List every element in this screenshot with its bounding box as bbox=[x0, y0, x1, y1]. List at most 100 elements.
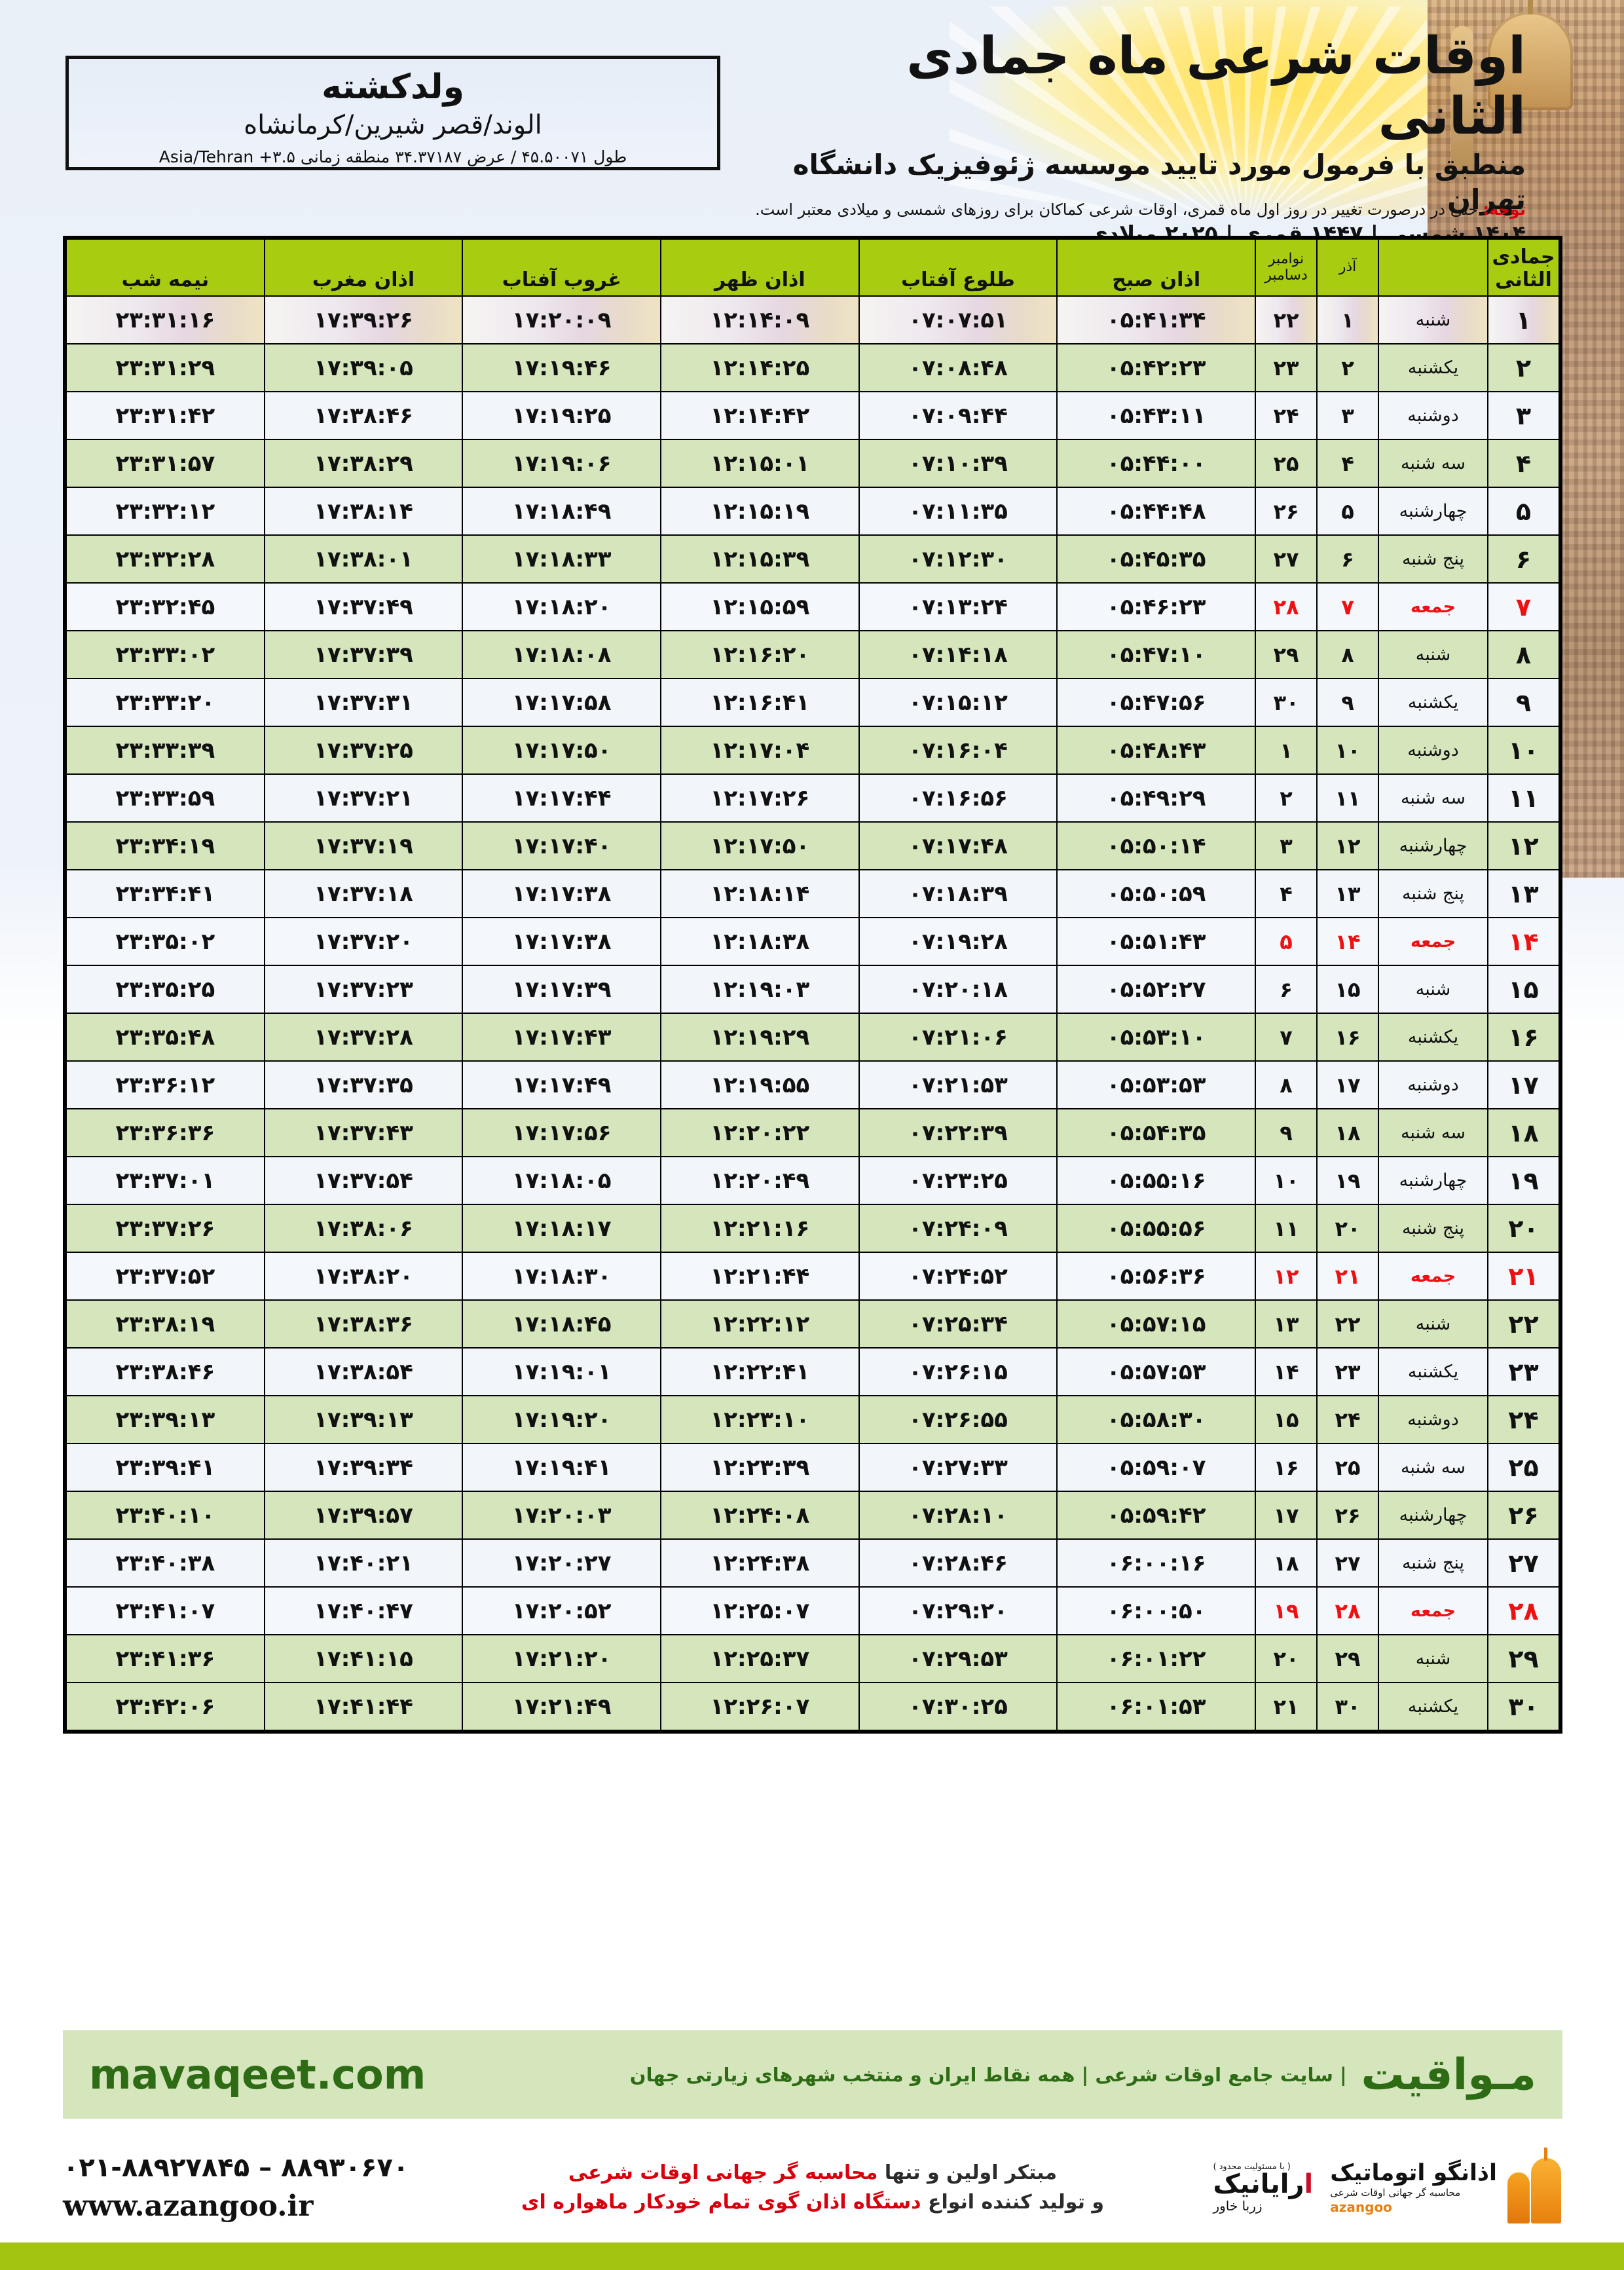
cell-day-number: ۲۲ bbox=[1487, 1299, 1560, 1349]
cell-sunset-time: ۱۷:۱۷:۵۰ bbox=[462, 726, 662, 775]
table-row: ۸ شنبه ۸ ۲۹ ۰۵:۴۷:۱۰ ۰۷:۱۴:۱۸ ۱۲:۱۶:۲۰ ۱۷:۱۸:۰۸… bbox=[65, 630, 1560, 679]
cell-maghrib-time: ۱۷:۳۷:۳۹ bbox=[263, 630, 464, 679]
note-line: توجه: حتی در درصورت تغییر در روز اول ماه… bbox=[98, 200, 1526, 219]
cell-sunset-time: ۱۷:۲۰:۰۹ bbox=[462, 295, 662, 344]
cell-midnight-time: ۲۳:۳۴:۴۱ bbox=[65, 869, 265, 918]
cell-azar-day: ۳ bbox=[1316, 391, 1379, 440]
col-header-gregorian-bottom: دسامبر bbox=[1264, 267, 1308, 284]
cell-gregorian-day: ۲۵ bbox=[1255, 439, 1318, 488]
spire-icon bbox=[1544, 2148, 1547, 2161]
cell-fajr-time: ۰۵:۴۸:۴۳ bbox=[1056, 726, 1256, 775]
cell-sunrise-time: ۰۷:۱۳:۲۴ bbox=[858, 582, 1058, 631]
cell-azar-day: ۲۶ bbox=[1316, 1491, 1379, 1540]
cell-sunset-time: ۱۷:۱۷:۳۸ bbox=[462, 869, 662, 918]
cell-gregorian-day: ۲۲ bbox=[1255, 295, 1318, 344]
cell-gregorian-day: ۲ bbox=[1255, 773, 1318, 823]
cell-dhuhr-time: ۱۲:۱۸:۳۸ bbox=[660, 917, 860, 966]
cell-midnight-time: ۲۳:۳۸:۱۹ bbox=[65, 1299, 265, 1349]
cell-maghrib-time: ۱۷:۳۷:۱۹ bbox=[263, 821, 464, 870]
cell-azar-day: ۷ bbox=[1316, 582, 1379, 631]
cell-weekday-name: شنبه bbox=[1378, 295, 1488, 344]
cell-azar-day: ۲۳ bbox=[1316, 1347, 1379, 1396]
cell-day-number: ۱۰ bbox=[1487, 726, 1560, 775]
brand-bar: مـواقیت | سایت جامع اوقات شرعی | همه نقا… bbox=[63, 2030, 1562, 2119]
table-row: ۲ یکشنبه ۲ ۲۳ ۰۵:۴۲:۲۳ ۰۷:۰۸:۴۸ ۱۲:۱۴:۲۵ ۱۷:۱۹:… bbox=[65, 343, 1560, 392]
brand-name-en[interactable]: mavaqeet.com bbox=[89, 2051, 426, 2098]
cell-midnight-time: ۲۳:۳۱:۴۲ bbox=[65, 391, 265, 440]
cell-dhuhr-time: ۱۲:۲۲:۱۲ bbox=[660, 1299, 860, 1349]
table-row: ۱۵ شنبه ۱۵ ۶ ۰۵:۵۲:۲۷ ۰۷:۲۰:۱۸ ۱۲:۱۹:۰۳ ۱۷:۱۷:۳… bbox=[65, 965, 1560, 1014]
cell-midnight-time: ۲۳:۴۱:۳۶ bbox=[65, 1634, 265, 1683]
cell-weekday-name: پنج شنبه bbox=[1378, 534, 1488, 584]
cell-gregorian-day: ۱۶ bbox=[1255, 1443, 1318, 1492]
cell-gregorian-day: ۲۶ bbox=[1255, 487, 1318, 536]
table-row: ۷ جمعه ۷ ۲۸ ۰۵:۴۶:۲۳ ۰۷:۱۳:۲۴ ۱۲:۱۵:۵۹ ۱۷:۱۸:۲۰… bbox=[65, 582, 1560, 631]
cell-maghrib-time: ۱۷:۳۸:۰۱ bbox=[263, 534, 464, 584]
cell-sunrise-time: ۰۷:۲۸:۱۰ bbox=[858, 1491, 1058, 1540]
cell-fajr-time: ۰۵:۵۴:۳۵ bbox=[1056, 1108, 1256, 1157]
cell-maghrib-time: ۱۷:۳۷:۵۴ bbox=[263, 1156, 464, 1205]
cell-fajr-time: ۰۵:۵۳:۵۳ bbox=[1056, 1060, 1256, 1109]
footer-slogan-line1: مبتکر اولین و تنها محاسبه گر جهانی اوقات… bbox=[430, 2158, 1196, 2187]
cell-day-number: ۹ bbox=[1487, 678, 1560, 727]
cell-sunrise-time: ۰۷:۱۹:۲۸ bbox=[858, 917, 1058, 966]
cell-day-number: ۸ bbox=[1487, 630, 1560, 679]
cell-weekday-name: سه شنبه bbox=[1378, 1443, 1488, 1492]
cell-dhuhr-time: ۱۲:۲۳:۳۹ bbox=[660, 1443, 860, 1492]
cell-dhuhr-time: ۱۲:۱۹:۰۳ bbox=[660, 965, 860, 1014]
cell-fajr-time: ۰۵:۴۳:۱۱ bbox=[1056, 391, 1256, 440]
table-row: ۹ یکشنبه ۹ ۳۰ ۰۵:۴۷:۵۶ ۰۷:۱۵:۱۲ ۱۲:۱۶:۴۱ ۱۷:۱۷:… bbox=[65, 678, 1560, 727]
cell-gregorian-day: ۱ bbox=[1255, 726, 1318, 775]
cell-weekday-name: جمعه bbox=[1378, 917, 1488, 966]
cell-midnight-time: ۲۳:۳۱:۵۷ bbox=[65, 439, 265, 488]
footer-slogan: مبتکر اولین و تنها محاسبه گر جهانی اوقات… bbox=[430, 2158, 1196, 2217]
cell-gregorian-day: ۵ bbox=[1255, 917, 1318, 966]
cell-sunset-time: ۱۷:۱۷:۴۰ bbox=[462, 821, 662, 870]
cell-sunrise-time: ۰۷:۲۶:۱۵ bbox=[858, 1347, 1058, 1396]
cell-gregorian-day: ۶ bbox=[1255, 965, 1318, 1014]
table-row: ۳۰ یکشنبه ۳۰ ۲۱ ۰۶:۰۱:۵۳ ۰۷:۳۰:۲۵ ۱۲:۲۶:۰۷ ۱۷:۲… bbox=[65, 1682, 1560, 1731]
cell-midnight-time: ۲۳:۳۳:۵۹ bbox=[65, 773, 265, 823]
table-row: ۳ دوشنبه ۳ ۲۴ ۰۵:۴۳:۱۱ ۰۷:۰۹:۴۴ ۱۲:۱۴:۴۲ ۱۷:۱۹:… bbox=[65, 391, 1560, 440]
col-header-gregorian-top: نوامبر bbox=[1268, 251, 1304, 268]
cell-maghrib-time: ۱۷:۳۹:۱۳ bbox=[263, 1395, 464, 1444]
slogan-line2-highlight: دستگاه اذان گوی تمام خودکار ماهواره ای bbox=[521, 2191, 921, 2214]
cell-gregorian-day: ۲۸ bbox=[1255, 582, 1318, 631]
cell-azar-day: ۱۸ bbox=[1316, 1108, 1379, 1157]
cell-sunrise-time: ۰۷:۲۵:۳۴ bbox=[858, 1299, 1058, 1349]
cell-sunrise-time: ۰۷:۱۲:۳۰ bbox=[858, 534, 1058, 584]
cell-gregorian-day: ۲۱ bbox=[1255, 1682, 1318, 1731]
table-row: ۱۴ جمعه ۱۴ ۵ ۰۵:۵۱:۴۳ ۰۷:۱۹:۲۸ ۱۲:۱۸:۳۸ ۱۷:۱۷:۳… bbox=[65, 917, 1560, 966]
cell-sunrise-time: ۰۷:۱۸:۳۹ bbox=[858, 869, 1058, 918]
cell-midnight-time: ۲۳:۳۹:۴۱ bbox=[65, 1443, 265, 1492]
cell-day-number: ۲۹ bbox=[1487, 1634, 1560, 1683]
table-head: جمادی الثانی آذر نوامبر دسامبر اذان صبح … bbox=[65, 238, 1560, 297]
cell-midnight-time: ۲۳:۳۴:۱۹ bbox=[65, 821, 265, 870]
cell-day-number: ۴ bbox=[1487, 439, 1560, 488]
azangoo-logo: اذانگو اتوماتیک محاسبه گر جهانی اوقات شر… bbox=[1330, 2148, 1562, 2223]
note-text: حتی در درصورت تغییر در روز اول ماه قمری،… bbox=[755, 200, 1478, 219]
table-row: ۵ چهارشنبه ۵ ۲۶ ۰۵:۴۴:۴۸ ۰۷:۱۱:۳۵ ۱۲:۱۵:۱۹ ۱۷:۱… bbox=[65, 487, 1560, 536]
cell-sunrise-time: ۰۷:۰۷:۵۱ bbox=[858, 295, 1058, 344]
cell-fajr-time: ۰۵:۵۵:۵۶ bbox=[1056, 1204, 1256, 1253]
cell-fajr-time: ۰۵:۵۷:۱۵ bbox=[1056, 1299, 1256, 1349]
cell-azar-day: ۲۵ bbox=[1316, 1443, 1379, 1492]
cell-azar-day: ۲۸ bbox=[1316, 1586, 1379, 1635]
cell-maghrib-time: ۱۷:۴۰:۴۷ bbox=[263, 1586, 464, 1635]
cell-day-number: ۱۹ bbox=[1487, 1156, 1560, 1205]
cell-weekday-name: شنبه bbox=[1378, 965, 1488, 1014]
cell-weekday-name: یکشنبه bbox=[1378, 343, 1488, 392]
cell-fajr-time: ۰۵:۴۴:۰۰ bbox=[1056, 439, 1256, 488]
cell-dhuhr-time: ۱۲:۱۷:۵۰ bbox=[660, 821, 860, 870]
footer-logos: اذانگو اتوماتیک محاسبه گر جهانی اوقات شر… bbox=[1196, 2148, 1562, 2223]
cell-weekday-name: پنج شنبه bbox=[1378, 1204, 1488, 1253]
cell-weekday-name: یکشنبه bbox=[1378, 1682, 1488, 1731]
cell-azar-day: ۱۴ bbox=[1316, 917, 1379, 966]
cell-sunset-time: ۱۷:۱۸:۳۳ bbox=[462, 534, 662, 584]
cell-dhuhr-time: ۱۲:۱۵:۱۹ bbox=[660, 487, 860, 536]
cell-maghrib-time: ۱۷:۴۰:۲۱ bbox=[263, 1538, 464, 1588]
footer-website[interactable]: www.azangoo.ir bbox=[63, 2189, 314, 2223]
col-header-dhuhr: اذان ظهر bbox=[660, 238, 860, 297]
cell-gregorian-day: ۱۱ bbox=[1255, 1204, 1318, 1253]
cell-weekday-name: دوشنبه bbox=[1378, 391, 1488, 440]
